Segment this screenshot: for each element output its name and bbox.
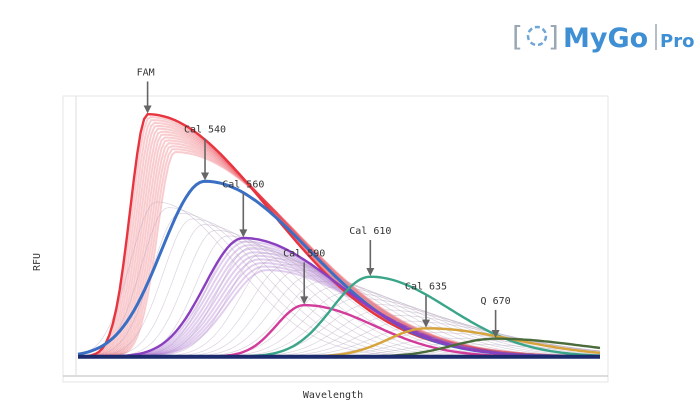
brand-name: MyGo [563,23,648,54]
annotation-arrowhead [201,172,210,181]
plot-area [62,95,609,383]
annotation-label: Cal 540 [184,125,226,136]
annotation-arrowhead [239,229,248,238]
annotation-arrowhead [422,319,430,328]
annotation-arrowhead [143,105,152,114]
svg-text:[: [ [512,20,523,53]
svg-text:]: ] [548,20,559,53]
brand-suffix: Pro [660,31,694,52]
series-line-cal-560 [78,236,600,358]
annotation-label: Q 670 [481,296,511,307]
y-axis-label: RFU [32,253,43,271]
fam-band-curve [78,145,601,358]
annotation-label: FAM [137,67,155,78]
logo-mark-icon [526,25,548,47]
annotation-label: Cal 590 [283,248,325,259]
annotation-arrowhead [491,329,500,338]
annotation-label: Cal 610 [349,226,391,237]
brand-logo: [ ] MyGo Pro [512,20,694,54]
annotation-arrowhead [300,296,309,305]
fam-band-curve [78,148,601,358]
annotation-label: Cal 560 [222,179,264,190]
x-axis-label: Wavelength [303,390,363,401]
annotation-arrowhead [366,268,375,277]
annotation-label: Cal 635 [405,282,447,293]
fam-band-curve [78,150,600,358]
